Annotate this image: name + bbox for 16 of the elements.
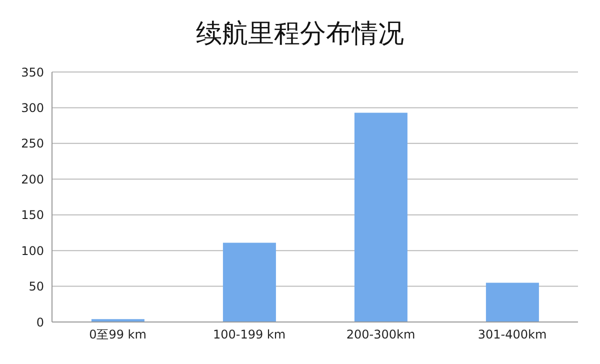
y-tick-label: 100 bbox=[21, 244, 44, 258]
bar bbox=[354, 112, 408, 322]
y-tick-label: 150 bbox=[21, 208, 44, 222]
y-tick-label: 50 bbox=[28, 280, 44, 294]
x-tick-label: 0至99 km bbox=[89, 328, 146, 342]
y-tick-label: 0 bbox=[36, 315, 44, 330]
x-tick-label: 200-300km bbox=[346, 328, 416, 342]
bar bbox=[222, 242, 276, 322]
y-tick-label: 250 bbox=[21, 136, 44, 151]
y-tick-label: 350 bbox=[21, 65, 44, 80]
x-tick-label: 301-400km bbox=[478, 328, 547, 342]
chart-title: 续航里程分布情况 bbox=[195, 18, 405, 51]
y-tick-label: 200 bbox=[21, 172, 44, 186]
bar bbox=[486, 282, 539, 322]
x-tick-label: 100-199 km bbox=[212, 328, 286, 342]
y-tick-label: 300 bbox=[21, 100, 44, 115]
